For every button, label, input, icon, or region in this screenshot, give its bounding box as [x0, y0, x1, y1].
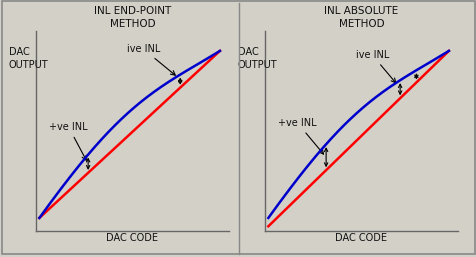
Text: DAC
OUTPUT: DAC OUTPUT	[237, 47, 277, 70]
Text: +ve INL: +ve INL	[278, 118, 323, 154]
X-axis label: DAC CODE: DAC CODE	[335, 233, 387, 243]
Text: +ve INL: +ve INL	[49, 122, 88, 160]
X-axis label: DAC CODE: DAC CODE	[106, 233, 158, 243]
Title: INL ABSOLUTE
METHOD: INL ABSOLUTE METHOD	[324, 6, 397, 29]
Text: ive INL: ive INL	[355, 50, 395, 83]
Title: INL END-POINT
METHOD: INL END-POINT METHOD	[94, 6, 170, 29]
Text: DAC
OUTPUT: DAC OUTPUT	[9, 47, 48, 70]
Text: ive INL: ive INL	[126, 44, 175, 75]
